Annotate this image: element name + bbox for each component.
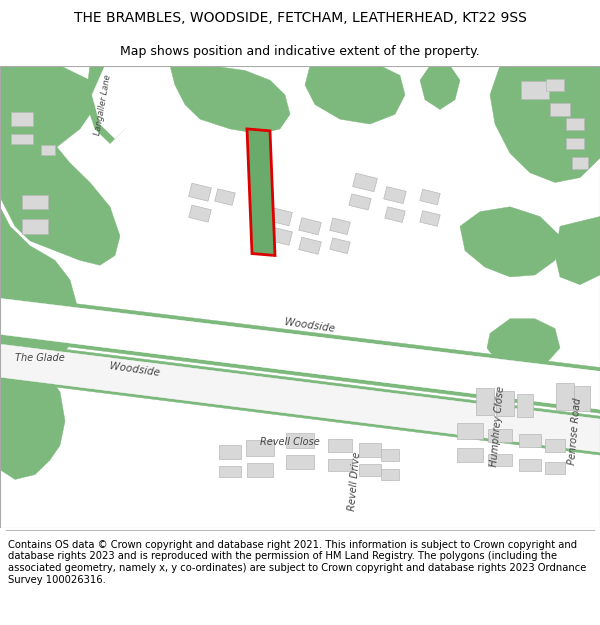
Polygon shape xyxy=(299,238,321,254)
Polygon shape xyxy=(286,432,314,448)
Polygon shape xyxy=(92,66,135,139)
Polygon shape xyxy=(329,218,350,234)
Text: Penrose Road: Penrose Road xyxy=(567,397,583,465)
Polygon shape xyxy=(247,463,273,476)
Polygon shape xyxy=(488,429,512,442)
Polygon shape xyxy=(457,423,483,439)
Polygon shape xyxy=(545,439,565,452)
Polygon shape xyxy=(519,434,541,447)
Polygon shape xyxy=(556,383,574,410)
Polygon shape xyxy=(247,129,275,256)
Polygon shape xyxy=(0,334,600,413)
Polygon shape xyxy=(215,189,235,206)
Polygon shape xyxy=(385,207,405,222)
Polygon shape xyxy=(299,217,321,235)
Text: Woodside: Woodside xyxy=(109,361,161,378)
Text: Map shows position and indicative extent of the property.: Map shows position and indicative extent… xyxy=(120,45,480,58)
Polygon shape xyxy=(574,386,590,411)
Polygon shape xyxy=(0,197,78,372)
Text: Humphrey Close: Humphrey Close xyxy=(490,385,506,467)
Polygon shape xyxy=(85,66,130,144)
Polygon shape xyxy=(496,391,514,416)
Text: THE BRAMBLES, WOODSIDE, FETCHAM, LEATHERHEAD, KT22 9SS: THE BRAMBLES, WOODSIDE, FETCHAM, LEATHER… xyxy=(74,11,526,26)
Polygon shape xyxy=(0,298,600,409)
Polygon shape xyxy=(381,449,399,461)
Polygon shape xyxy=(460,207,560,277)
Polygon shape xyxy=(353,173,377,192)
Polygon shape xyxy=(487,319,560,371)
Polygon shape xyxy=(0,341,600,419)
Polygon shape xyxy=(359,443,381,457)
Polygon shape xyxy=(330,238,350,254)
Polygon shape xyxy=(359,464,381,476)
Polygon shape xyxy=(328,459,352,471)
Polygon shape xyxy=(22,219,48,234)
Polygon shape xyxy=(22,194,48,209)
Polygon shape xyxy=(521,81,549,99)
Polygon shape xyxy=(0,378,600,455)
Polygon shape xyxy=(268,208,292,226)
Polygon shape xyxy=(246,441,274,456)
Polygon shape xyxy=(286,455,314,469)
Polygon shape xyxy=(170,66,290,134)
Polygon shape xyxy=(540,66,600,85)
Polygon shape xyxy=(305,66,405,124)
Text: Revell Close: Revell Close xyxy=(260,438,320,448)
Polygon shape xyxy=(0,344,600,452)
Polygon shape xyxy=(189,205,211,222)
Polygon shape xyxy=(219,446,241,459)
Polygon shape xyxy=(219,466,241,478)
Polygon shape xyxy=(517,394,533,417)
Text: Revell Drive: Revell Drive xyxy=(347,451,362,511)
Polygon shape xyxy=(519,459,541,471)
Polygon shape xyxy=(545,462,565,474)
Polygon shape xyxy=(0,294,600,371)
Polygon shape xyxy=(546,79,564,91)
Text: Woodside: Woodside xyxy=(284,317,336,334)
Polygon shape xyxy=(15,294,80,348)
Polygon shape xyxy=(572,157,588,169)
Polygon shape xyxy=(0,66,120,265)
Text: Contains OS data © Crown copyright and database right 2021. This information is : Contains OS data © Crown copyright and d… xyxy=(8,540,586,584)
Polygon shape xyxy=(188,183,211,201)
Polygon shape xyxy=(11,134,33,144)
Polygon shape xyxy=(0,66,100,148)
Polygon shape xyxy=(420,211,440,226)
Polygon shape xyxy=(488,454,512,466)
Polygon shape xyxy=(381,469,399,481)
Polygon shape xyxy=(457,448,483,462)
Polygon shape xyxy=(476,388,494,415)
Polygon shape xyxy=(566,118,584,130)
Polygon shape xyxy=(490,66,600,182)
Polygon shape xyxy=(555,216,600,285)
Polygon shape xyxy=(550,102,570,116)
Polygon shape xyxy=(420,66,460,109)
Polygon shape xyxy=(328,439,352,452)
Text: The Glade: The Glade xyxy=(15,352,65,362)
Polygon shape xyxy=(420,189,440,205)
Text: Langaller Lane: Langaller Lane xyxy=(93,74,113,136)
Polygon shape xyxy=(566,138,584,149)
Polygon shape xyxy=(41,146,55,155)
Polygon shape xyxy=(268,227,292,245)
Polygon shape xyxy=(11,112,33,126)
Polygon shape xyxy=(384,187,406,204)
Polygon shape xyxy=(349,194,371,210)
Polygon shape xyxy=(0,362,65,479)
